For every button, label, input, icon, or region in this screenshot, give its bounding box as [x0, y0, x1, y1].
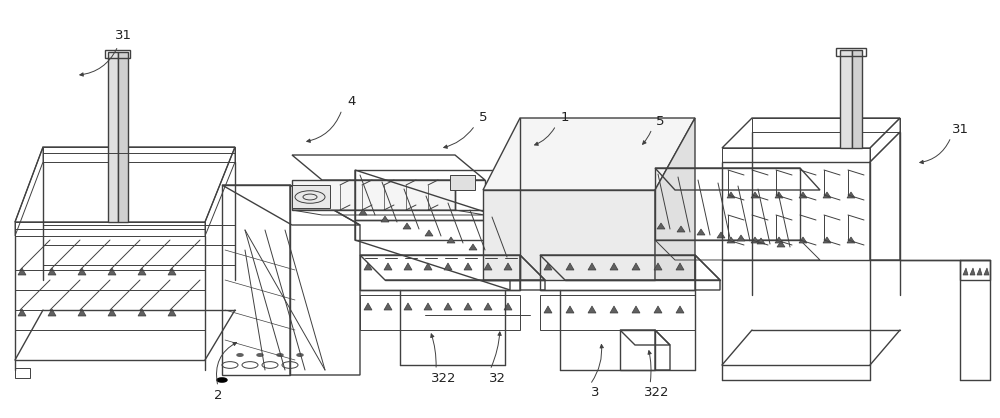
- Polygon shape: [799, 237, 807, 243]
- Text: 31: 31: [952, 123, 968, 136]
- Polygon shape: [464, 263, 472, 270]
- Polygon shape: [632, 263, 640, 270]
- Polygon shape: [484, 303, 492, 310]
- Polygon shape: [823, 237, 831, 243]
- Polygon shape: [566, 263, 574, 270]
- Polygon shape: [450, 175, 475, 190]
- Polygon shape: [847, 192, 855, 198]
- Polygon shape: [403, 223, 411, 229]
- Polygon shape: [424, 263, 432, 270]
- Polygon shape: [483, 118, 695, 190]
- Polygon shape: [18, 268, 26, 275]
- Polygon shape: [108, 268, 116, 275]
- Polygon shape: [727, 192, 735, 198]
- Polygon shape: [676, 263, 684, 270]
- Circle shape: [217, 378, 227, 382]
- Polygon shape: [717, 232, 725, 238]
- Polygon shape: [777, 241, 785, 247]
- Polygon shape: [799, 192, 807, 198]
- Polygon shape: [544, 306, 552, 313]
- Polygon shape: [504, 263, 512, 270]
- Polygon shape: [18, 309, 26, 316]
- Polygon shape: [751, 192, 759, 198]
- Polygon shape: [78, 268, 86, 275]
- Polygon shape: [676, 306, 684, 313]
- Polygon shape: [108, 52, 118, 222]
- Polygon shape: [491, 251, 499, 257]
- Polygon shape: [544, 263, 552, 270]
- Polygon shape: [48, 268, 56, 275]
- Polygon shape: [444, 303, 452, 310]
- Polygon shape: [655, 118, 695, 280]
- Text: 5: 5: [479, 110, 487, 124]
- Polygon shape: [364, 303, 372, 310]
- Polygon shape: [447, 237, 455, 243]
- Polygon shape: [984, 268, 989, 275]
- Polygon shape: [775, 192, 783, 198]
- Text: 322: 322: [644, 386, 670, 400]
- Polygon shape: [504, 303, 512, 310]
- Polygon shape: [425, 230, 433, 236]
- Polygon shape: [168, 268, 176, 275]
- Polygon shape: [610, 306, 618, 313]
- Circle shape: [257, 354, 263, 356]
- Circle shape: [237, 354, 243, 356]
- Polygon shape: [610, 263, 618, 270]
- Polygon shape: [654, 263, 662, 270]
- Polygon shape: [775, 237, 783, 243]
- Polygon shape: [292, 185, 330, 208]
- Polygon shape: [727, 237, 735, 243]
- Polygon shape: [48, 309, 56, 316]
- Polygon shape: [757, 238, 765, 244]
- Polygon shape: [654, 306, 662, 313]
- Polygon shape: [847, 237, 855, 243]
- Text: 3: 3: [591, 386, 599, 400]
- Polygon shape: [632, 306, 640, 313]
- Text: 1: 1: [561, 110, 569, 124]
- Polygon shape: [424, 303, 432, 310]
- Polygon shape: [469, 244, 477, 250]
- Polygon shape: [737, 235, 745, 241]
- Polygon shape: [588, 263, 596, 270]
- Polygon shape: [977, 268, 982, 275]
- Polygon shape: [118, 52, 128, 222]
- Polygon shape: [484, 263, 492, 270]
- Polygon shape: [697, 229, 705, 235]
- Polygon shape: [566, 306, 574, 313]
- Polygon shape: [292, 180, 455, 210]
- Polygon shape: [464, 303, 472, 310]
- Polygon shape: [108, 309, 116, 316]
- Polygon shape: [404, 263, 412, 270]
- Polygon shape: [404, 303, 412, 310]
- Polygon shape: [359, 209, 367, 215]
- Polygon shape: [852, 50, 862, 148]
- Polygon shape: [963, 268, 968, 275]
- Text: 4: 4: [348, 94, 356, 108]
- Polygon shape: [138, 309, 146, 316]
- Polygon shape: [657, 223, 665, 229]
- Polygon shape: [823, 192, 831, 198]
- Polygon shape: [78, 309, 86, 316]
- Polygon shape: [483, 190, 655, 280]
- Polygon shape: [970, 268, 975, 275]
- Polygon shape: [588, 306, 596, 313]
- Text: 31: 31: [114, 29, 132, 42]
- Polygon shape: [168, 309, 176, 316]
- Polygon shape: [364, 263, 372, 270]
- Circle shape: [277, 354, 283, 356]
- Text: 5: 5: [656, 115, 664, 128]
- Text: 32: 32: [488, 372, 506, 385]
- Polygon shape: [751, 237, 759, 243]
- Polygon shape: [381, 216, 389, 222]
- Polygon shape: [444, 263, 452, 270]
- Text: 322: 322: [431, 372, 457, 385]
- Polygon shape: [840, 50, 852, 148]
- Circle shape: [297, 354, 303, 356]
- Text: 2: 2: [214, 388, 222, 402]
- Polygon shape: [677, 226, 685, 232]
- Polygon shape: [384, 263, 392, 270]
- Polygon shape: [384, 303, 392, 310]
- Polygon shape: [138, 268, 146, 275]
